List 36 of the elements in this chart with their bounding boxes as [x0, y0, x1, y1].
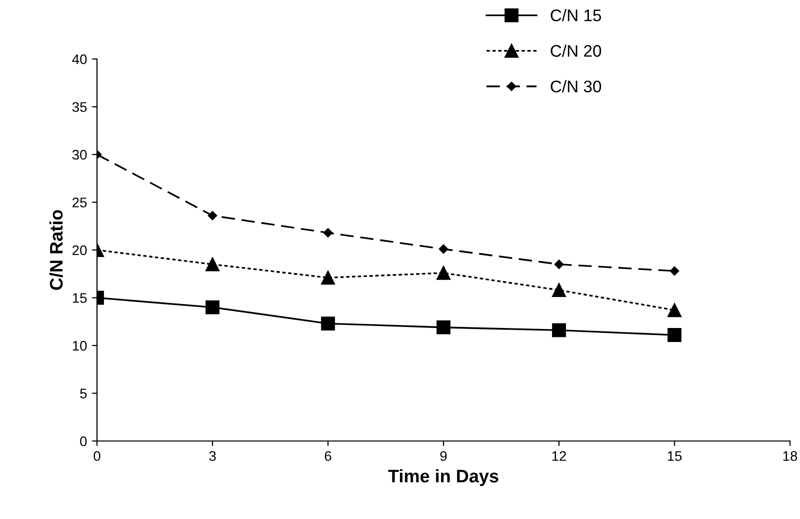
y-tick-label: 30: [72, 150, 87, 160]
y-tick-label: 20: [72, 245, 87, 256]
y-tick-label: 40: [72, 54, 87, 64]
x-tick-label: 0: [94, 451, 100, 461]
point: [668, 328, 682, 342]
point: [208, 210, 218, 220]
point: [321, 270, 335, 285]
point: [436, 320, 450, 334]
y-axis-title: C/N Ratio: [49, 210, 63, 290]
point: [438, 244, 448, 254]
x-tick-label: 6: [324, 451, 332, 461]
point: [321, 316, 335, 330]
x-tick-label: 15: [668, 451, 682, 461]
x-tick-label: 9: [440, 451, 447, 461]
y-tick-label: 10: [72, 340, 87, 351]
legend-label: C/N 15: [550, 9, 602, 22]
y-tick-label: 15: [72, 293, 87, 303]
point: [554, 260, 564, 269]
x-tick-label: 18: [783, 451, 798, 461]
legend-label: C/N 20: [550, 44, 602, 57]
y-tick-label: 0: [80, 436, 87, 446]
x-tick-label: 12: [552, 451, 566, 461]
y-tick-label: 25: [72, 198, 87, 208]
point: [206, 257, 220, 272]
point: [552, 323, 566, 338]
point: [323, 228, 333, 238]
legend-label: C/N 30: [550, 80, 602, 92]
point: [668, 303, 682, 318]
point: [436, 266, 450, 280]
point: [206, 300, 220, 314]
x-tick-label: 3: [209, 451, 216, 461]
point: [552, 283, 566, 298]
y-tick-label: 35: [72, 102, 87, 112]
point: [670, 266, 680, 276]
y-tick-label: 5: [80, 388, 87, 398]
x-axis-title: Time in Days: [388, 469, 498, 486]
